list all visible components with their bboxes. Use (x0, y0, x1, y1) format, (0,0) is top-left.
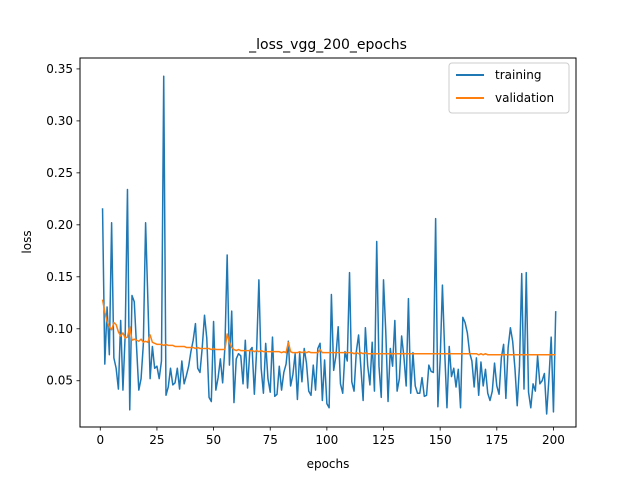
series-line-training (101, 75, 557, 415)
y-axis-ticks: 0.05 0.10 0.15 0.20 0.25 0.30 0.35 (46, 62, 80, 388)
y-tick-label: 0.35 (46, 62, 73, 76)
legend-label-validation: validation (495, 91, 554, 105)
x-tick-label: 0 (96, 433, 104, 447)
plot-area: 0 25 50 75 100 125 150 175 200 0.050.100.150.200… (46, 57, 577, 447)
x-tick-label: 125 (372, 433, 395, 447)
y-tick-label: 0.25 (46, 166, 73, 180)
x-tick-label: 150 (429, 433, 452, 447)
legend-label-training: training (495, 68, 542, 82)
chart-title: _loss_vgg_200_epochs (248, 37, 407, 53)
y-tick-label: 0.15 (46, 270, 73, 284)
series-layer (101, 75, 557, 415)
x-tick-label: 50 (206, 433, 221, 447)
y-tick-label: 0.05 (46, 374, 73, 388)
y-axis-label: loss (20, 230, 34, 253)
x-axis-label: epochs (307, 457, 350, 471)
x-tick-label: 25 (149, 433, 164, 447)
legend: training validation (448, 62, 570, 114)
x-tick-label: 100 (315, 433, 338, 447)
y-tick-label: 0.20 (46, 218, 73, 232)
x-tick-label: 200 (542, 433, 565, 447)
y-tick-label: 0.30 (46, 114, 73, 128)
y-tick-label: 0.10 (46, 322, 73, 336)
x-tick-label: 175 (485, 433, 508, 447)
x-tick-label: 75 (263, 433, 278, 447)
series-line-validation (101, 299, 556, 356)
axes-frame (79, 57, 577, 428)
x-axis-ticks: 0 25 50 75 100 125 150 175 200 (96, 427, 565, 447)
